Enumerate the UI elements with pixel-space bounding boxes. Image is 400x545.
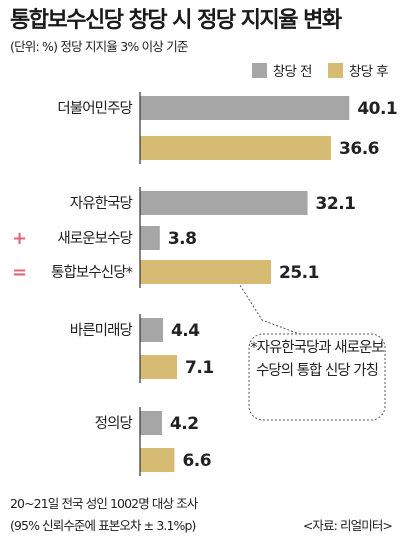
- bar: [140, 411, 162, 435]
- data-label: 7.1: [185, 358, 214, 378]
- equals-sign-icon: =: [12, 262, 27, 283]
- survey-info: 20~21일 전국 성인 1002명 대상 조사: [10, 496, 198, 511]
- bar: [140, 96, 350, 120]
- bar: [140, 136, 332, 160]
- data-label: 6.6: [182, 451, 211, 471]
- category-label: 바른미래당: [70, 322, 133, 339]
- category-label: 정의당: [95, 415, 133, 432]
- chart-title: 통합보수신당 창당 시 정당 지지율 변화: [10, 8, 342, 33]
- data-label: 4.2: [170, 414, 199, 434]
- chart-subtitle: (단위: %) 정당 지지율 3% 이상 기준: [10, 39, 188, 54]
- data-label: 3.8: [168, 229, 197, 249]
- category-label: 새로운보수당: [57, 230, 132, 247]
- data-label: 25.1: [279, 263, 319, 283]
- bar: [140, 318, 163, 342]
- bar: [140, 448, 175, 472]
- bar: [140, 226, 160, 250]
- data-label: 4.4: [171, 321, 200, 341]
- legend-swatch-before: [251, 62, 267, 78]
- legend-label-before: 창당 전: [272, 64, 313, 80]
- data-label: 32.1: [316, 194, 356, 214]
- legend-item-before: 창당 전: [251, 60, 313, 80]
- legend: 창당 전 창당 후: [251, 60, 389, 80]
- category-label: 통합보수신당*: [51, 264, 133, 281]
- legend-swatch-after: [327, 62, 343, 78]
- bar: [140, 355, 178, 379]
- legend-label-after: 창당 후: [348, 64, 389, 80]
- data-label: 40.1: [357, 99, 397, 119]
- category-label: 자유한국당: [70, 195, 133, 212]
- footnote-box: [248, 333, 386, 421]
- bar: [140, 260, 272, 284]
- margin-of-error: (95% 신뢰수준에 표본오차 ± 3.1%p): [10, 518, 196, 533]
- category-label: 더불어민주당: [57, 100, 132, 117]
- source-credit: <자료: 리얼미터>: [302, 518, 393, 533]
- legend-item-after: 창당 후: [327, 60, 389, 80]
- leader-line: [237, 281, 311, 339]
- plus-sign-icon: +: [12, 228, 27, 249]
- bar: [140, 191, 308, 215]
- data-label: 36.6: [339, 139, 379, 159]
- footer: 20~21일 전국 성인 1002명 대상 조사 (95% 신뢰수준에 표본오차…: [10, 493, 393, 537]
- footnote-annotation: *자유한국당과 새로운보수당의 통합 신당 가칭: [250, 340, 384, 379]
